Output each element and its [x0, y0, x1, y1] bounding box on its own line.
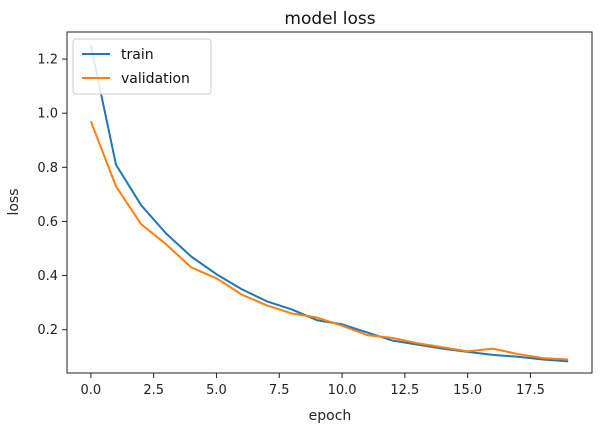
- legend-box: [72, 38, 212, 95]
- x-tick-label: 5.0: [206, 383, 227, 398]
- y-axis-label: loss: [6, 188, 22, 215]
- y-tick-label: 0.2: [37, 323, 58, 338]
- x-tick-label: 7.5: [269, 383, 290, 398]
- x-tick-label: 2.5: [143, 383, 164, 398]
- x-axis-label: epoch: [309, 408, 352, 424]
- y-tick-label: 0.4: [37, 269, 58, 284]
- legend: train validation: [72, 38, 212, 95]
- legend-label-validation: validation: [121, 71, 190, 87]
- y-tick-label: 0.6: [37, 215, 58, 230]
- x-tick-label: 0.0: [81, 383, 102, 398]
- x-tick-label: 17.5: [516, 383, 545, 398]
- series-line-validation: [89, 120, 569, 361]
- plot-frame: [66, 31, 593, 374]
- y-tick-label: 1.0: [37, 107, 58, 122]
- series-layer: [89, 45, 569, 363]
- x-tick-label: 10.0: [328, 383, 357, 398]
- x-tick-label: 12.5: [390, 383, 419, 398]
- x-tick-label: 15.0: [453, 383, 482, 398]
- y-tick-label: 0.8: [37, 161, 58, 176]
- chart-title: model loss: [284, 9, 375, 29]
- x-axis-ticks: 0.0 2.5 5.0 7.5 10.0 12.5 15.0 17.5: [81, 373, 545, 398]
- y-axis-ticks: 0.2 0.4 0.6 0.8 1.0 1.2: [37, 53, 67, 338]
- legend-label-train: train: [121, 47, 154, 63]
- y-tick-label: 1.2: [37, 53, 58, 68]
